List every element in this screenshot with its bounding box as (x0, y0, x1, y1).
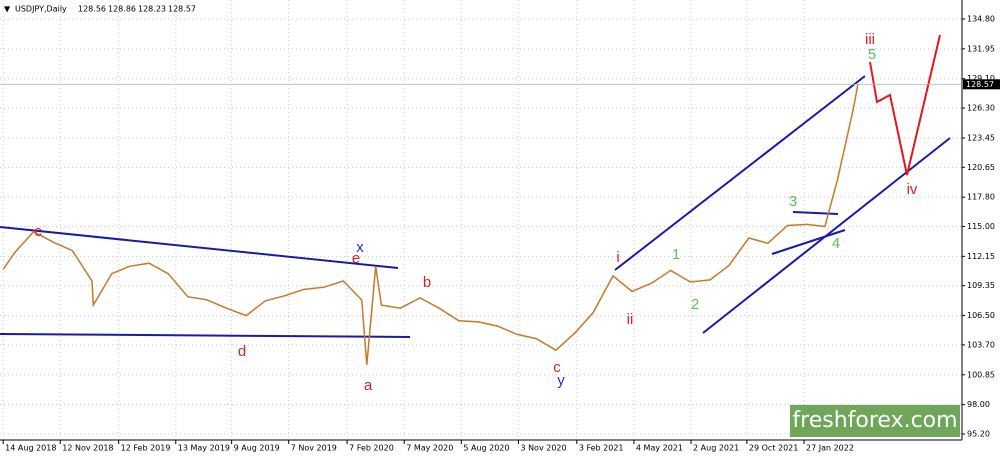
ohlc-open: 128.56 (78, 5, 106, 14)
x-tick-label: 12 Feb 2019 (121, 444, 171, 453)
current-price-box (963, 79, 1000, 90)
x-tick-label: 7 Feb 2020 (349, 444, 394, 453)
y-tick-label: 129.10 (967, 74, 995, 83)
triangle-line (771, 229, 846, 255)
x-tick-label: 3 Feb 2021 (579, 444, 624, 453)
y-tick-label: 131.95 (967, 44, 995, 53)
y-tick-label: 100.85 (967, 370, 995, 379)
y-tick-label: 109.35 (967, 281, 995, 290)
channel-line (614, 75, 866, 271)
x-tick-label: 7 May 2020 (406, 444, 453, 453)
x-tick-label: 29 Oct 2021 (749, 444, 798, 453)
trend-line (0, 226, 399, 269)
y-tick-label: 95.20 (967, 430, 990, 439)
x-tick-label: 13 May 2019 (178, 444, 230, 453)
forecast-path (869, 34, 941, 176)
x-tick-label: 7 Nov 2019 (291, 444, 337, 453)
wave-label: c (34, 223, 42, 240)
wave-label: d (238, 343, 246, 360)
symbol-marker: ▼ (4, 5, 11, 14)
trend-line (0, 333, 411, 338)
wave-label: ii (627, 311, 634, 328)
x-tick-label: 3 Nov 2020 (520, 444, 566, 453)
wave-label: iii (865, 31, 875, 48)
wave-label: b (423, 274, 431, 291)
wave-label: iv (907, 181, 918, 198)
x-tick-label: 2 Aug 2021 (693, 444, 739, 453)
x-tick-label: 27 Jan 2022 (806, 444, 854, 453)
y-tick-label: 98.00 (967, 400, 990, 409)
current-price-label: 128.57 (966, 80, 994, 89)
ohlc-high: 128.86 (108, 5, 136, 14)
x-tick-label: 14 Aug 2018 (5, 444, 56, 453)
watermark: freshforex.com (792, 408, 957, 433)
y-tick-label: 123.45 (967, 133, 995, 142)
watermark-box (790, 405, 960, 437)
x-tick-label: 4 May 2021 (636, 444, 683, 453)
wave-label: c (553, 359, 561, 376)
wave-label: 4 (832, 235, 840, 252)
plot (2, 84, 859, 365)
x-tick-label: 5 Aug 2020 (463, 444, 509, 453)
y-tick-label: 115.00 (967, 222, 995, 231)
wave-label: 2 (691, 296, 699, 313)
chart-title: USDJPY,Daily (15, 5, 67, 14)
y-tick-label: 126.30 (967, 104, 995, 113)
wave-label: 5 (868, 46, 876, 63)
grid (0, 0, 962, 440)
ohlc-low: 128.23 (138, 5, 166, 14)
y-tick-label: 120.65 (967, 163, 995, 172)
triangle-line (792, 211, 839, 215)
y-tick-label: 103.70 (967, 340, 995, 349)
x-tick-label: 9 Aug 2019 (234, 444, 280, 453)
price-line (2, 84, 859, 365)
wave-label: i (616, 249, 619, 266)
ohlc-close: 128.57 (168, 5, 196, 14)
wave-label: e (352, 250, 360, 267)
y-tick-label: 106.50 (967, 311, 995, 320)
wave-label: 3 (789, 193, 797, 210)
y-tick-label: 112.15 (967, 252, 995, 261)
wave-label: a (364, 377, 373, 394)
wave-label: y (557, 372, 565, 389)
y-tick-label: 117.80 (967, 193, 995, 202)
wave-label: x (356, 239, 364, 256)
y-tick-label: 134.80 (967, 15, 995, 24)
wave-label: 1 (672, 246, 680, 263)
x-tick-label: 12 Nov 2018 (62, 444, 113, 453)
